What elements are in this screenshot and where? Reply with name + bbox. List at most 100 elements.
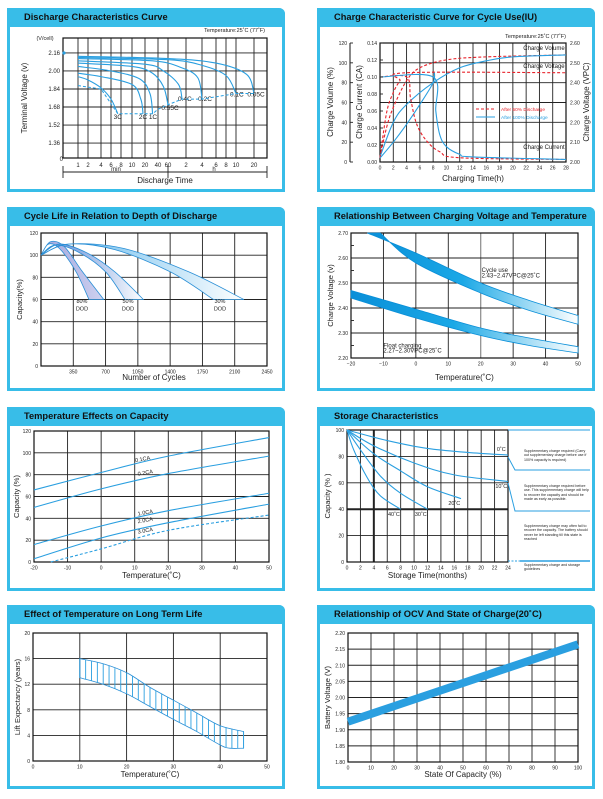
y-axis-label: Lift Expectancy (years) [13,658,22,735]
x-tick-label: 20 [166,566,172,572]
annotation-label: 30˚C [415,511,427,518]
panel-cycle-life: Cycle Life in Relation to Depth of Disch… [7,207,285,391]
x-tick-label: 1400 [165,370,176,376]
x-tick-label: 26 [550,166,556,172]
annotation-label: DOD [214,307,226,313]
current-axis-label: Charge Current (CA) [355,65,364,139]
x-tick-label: 80 [529,766,535,772]
x-tick-label: 22 [492,566,498,572]
x-group-label-h: h [212,167,215,173]
panel-title: Discharge Characteristics Curve [24,12,168,22]
x-tick-label: 10 [132,566,138,572]
annotation-label: 30% [214,299,225,305]
annotation-label: 0.55C [161,105,179,112]
y-tick-label: 80 [32,275,38,281]
x-tick-label: 0 [379,166,382,172]
x-tick-label: 4 [200,163,204,169]
x-tick-label: 4 [372,566,375,572]
x-tick-label: 14 [470,166,476,172]
series-line-0-2c [77,58,203,100]
y-tick-label: 0 [27,759,30,765]
x-tick-label: 6 [109,163,113,169]
annotation-label: 0.4C [178,96,192,103]
x-tick-label: 40 [217,765,223,771]
annotation-label: 20˚C [448,500,460,507]
voltage-tick-label: 2.60 [570,41,580,47]
current-tick-label: 0.00 [367,160,377,166]
y-tick-label: 40 [25,516,31,522]
x-axis-label: Storage Time(months) [388,571,467,580]
annotation-label: 1C [149,114,158,121]
y-tick-label: 2.30 [338,331,348,337]
series-line-after-50-discharge-voltage [379,71,567,159]
plot-frame [32,632,268,762]
x-tick-label: 60 [483,766,489,772]
x-tick-label: 22 [523,166,529,172]
series-line-after-100-discharge-volume [379,54,567,158]
y-tick-label: 100 [23,451,32,457]
x-tick-label: −10 [379,362,388,368]
x-tick-label: 2450 [261,370,272,376]
x-tick-label: 90 [552,766,558,772]
x-tick-label: 12 [457,166,463,172]
y-tick-label: 8 [27,708,30,714]
annotation-label: 2.43~2.47VPC@25˚C [482,273,541,280]
current-tick-label: 0.08 [367,92,377,98]
annotation-label: 1.0CA [137,509,153,518]
panel-title-bar [317,207,595,226]
x-tick-label: -20 [30,566,37,572]
x-tick-label: 6 [386,566,389,572]
y-axis-label: Capacity (%) [12,475,21,518]
plot-frame [33,430,270,563]
annotation-label: Cycle use [482,268,509,274]
y-tick-label: 2.16 [48,51,60,57]
x-tick-label: 8 [224,163,228,169]
panel-title-bar [7,407,285,426]
x-tick-label: 0 [100,566,103,572]
x-axis-label: State Of Capacity (%) [424,770,502,779]
band-80-dod [40,240,105,300]
y-axis-label: Charge Voltage (v) [326,264,335,327]
annotation-label: 10˚C [495,483,507,490]
volume-tick-label: 20 [341,140,347,146]
x-tick-label: 40 [437,766,443,772]
x-tick-label: 20 [391,766,397,772]
x-tick-label: 10 [444,166,450,172]
x-tick-label: 30 [199,566,205,572]
legend-label: After 100% Discharge [501,115,548,121]
storage-guide-line [507,456,590,471]
series-line-1-0ca [33,492,270,546]
y-tick-label: 4 [27,733,30,739]
y-tick-label: 20 [25,538,31,544]
plot-frame [347,632,579,763]
y-tick-label: 1.95 [335,712,345,718]
volume-axis-label: Charge Volume (%) [326,67,335,137]
annotation-label: 3C [114,114,123,121]
x-tick-label: 20 [478,566,484,572]
x-axis-label: Charging Time(h) [442,174,504,183]
y-tick-label: 1.84 [48,87,60,93]
series-line-ocv [346,640,580,726]
series-line-3-0ca [50,514,270,563]
x-axis-label: Number of Cycles [122,373,186,382]
x-tick-label: 24 [537,166,543,172]
x-axis-label: Discharge Time [137,176,193,185]
chart-grid [63,38,267,158]
y-tick-label: 1.52 [48,123,60,129]
series-line-0-05c [77,55,255,94]
panel-title-bar [7,8,285,27]
y-tick-label: 0 [28,560,31,566]
series-line-0-1ca [33,437,270,491]
x-tick-label: 16 [452,566,458,572]
x-tick-label: 2 [86,163,90,169]
series-line-0-c [346,429,509,456]
panel-title: Storage Characteristics [334,411,439,421]
current-tick-label: 0.02 [367,143,377,149]
x-axis-label: Temperature(˚C) [122,571,181,580]
volume-tick-label: 80 [341,81,347,87]
x-tick-label: 10 [77,765,83,771]
plot-frame [40,232,268,367]
y-tick-label: 120 [30,231,39,237]
x-axis-label: Temperature(˚C) [121,770,180,779]
panel-discharge-characteristics: Discharge Characteristics Curve [7,8,285,192]
